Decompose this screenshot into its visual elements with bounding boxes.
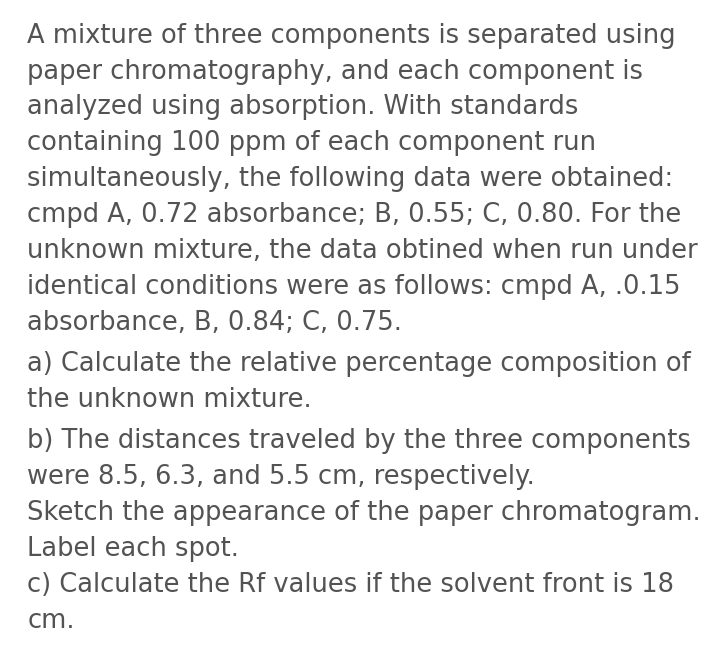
Text: were 8.5, 6.3, and 5.5 cm, respectively.: were 8.5, 6.3, and 5.5 cm, respectively.	[27, 464, 535, 490]
Text: a) Calculate the relative percentage composition of: a) Calculate the relative percentage com…	[27, 351, 691, 377]
Text: the unknown mixture.: the unknown mixture.	[27, 387, 312, 413]
Text: Label each spot.: Label each spot.	[27, 536, 239, 562]
Text: b) The distances traveled by the three components: b) The distances traveled by the three c…	[27, 428, 691, 454]
Text: cm.: cm.	[27, 608, 75, 633]
Text: paper chromatography, and each component is: paper chromatography, and each component…	[27, 59, 644, 85]
Text: containing 100 ppm of each component run: containing 100 ppm of each component run	[27, 131, 596, 157]
Text: cmpd A, 0.72 absorbance; B, 0.55; C, 0.80. For the: cmpd A, 0.72 absorbance; B, 0.55; C, 0.8…	[27, 202, 682, 228]
Text: Sketch the appearance of the paper chromatogram.: Sketch the appearance of the paper chrom…	[27, 499, 701, 526]
Text: A mixture of three components is separated using: A mixture of three components is separat…	[27, 23, 676, 49]
Text: identical conditions were as follows: cmpd A, .0.15: identical conditions were as follows: cm…	[27, 274, 681, 300]
Text: analyzed using absorption. With standards: analyzed using absorption. With standard…	[27, 94, 579, 120]
Text: unknown mixture, the data obtined when run under: unknown mixture, the data obtined when r…	[27, 238, 698, 264]
Text: simultaneously, the following data were obtained:: simultaneously, the following data were …	[27, 166, 673, 192]
Text: c) Calculate the Rf values if the solvent front is 18: c) Calculate the Rf values if the solven…	[27, 572, 675, 598]
Text: absorbance, B, 0.84; C, 0.75.: absorbance, B, 0.84; C, 0.75.	[27, 310, 402, 336]
